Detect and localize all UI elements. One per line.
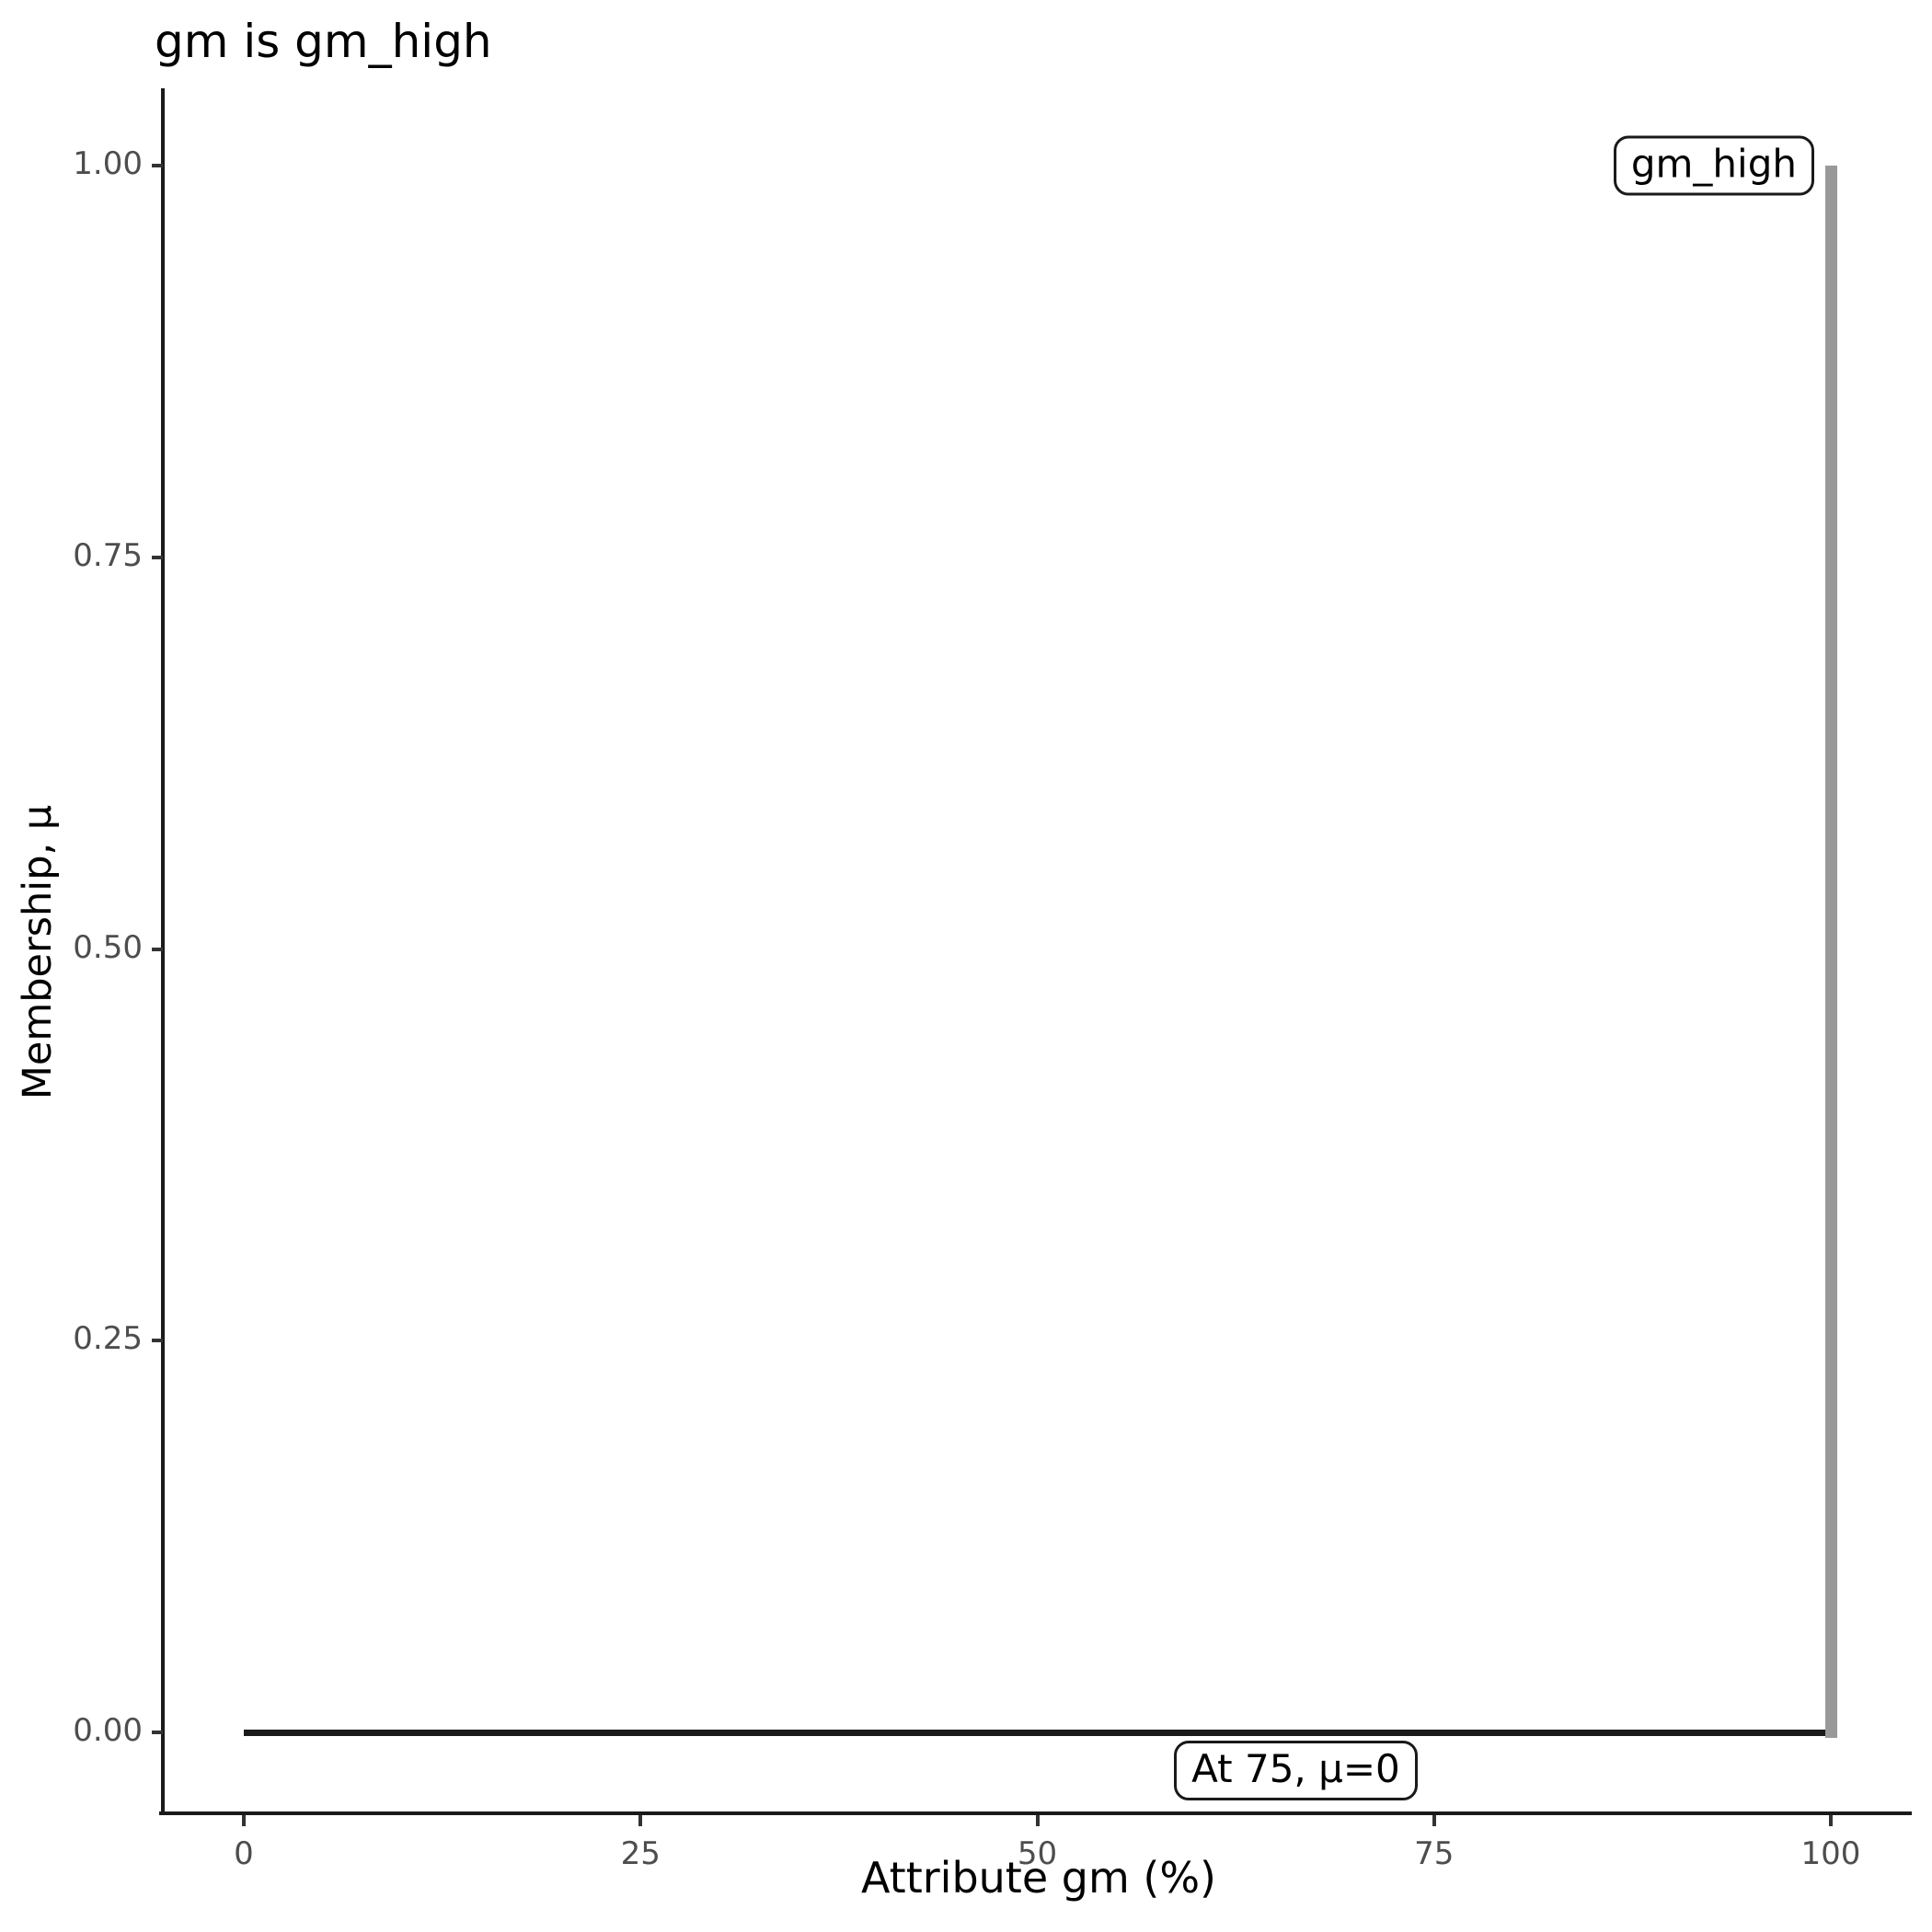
x-tick-mark xyxy=(1829,1815,1833,1826)
x-tick-label: 75 xyxy=(1414,1835,1455,1872)
series-line-membership-function xyxy=(244,1729,1836,1736)
chart-title: gm is gm_high xyxy=(155,15,492,68)
x-tick-label: 0 xyxy=(234,1835,254,1872)
y-tick-mark xyxy=(152,164,163,167)
x-tick-mark xyxy=(1035,1815,1040,1826)
x-axis-title: Attribute gm (%) xyxy=(861,1853,1216,1903)
annotation-label: At 75, μ=0 xyxy=(1174,1741,1418,1800)
y-tick-label: 1.00 xyxy=(73,145,143,182)
x-tick-mark xyxy=(1432,1815,1436,1826)
series-line-gm-high-extent xyxy=(1824,166,1837,1738)
y-tick-mark xyxy=(152,555,163,559)
x-axis-line xyxy=(159,1811,1912,1815)
x-tick-label: 50 xyxy=(1017,1835,1058,1872)
x-tick-label: 100 xyxy=(1800,1835,1861,1872)
y-tick-mark xyxy=(152,1731,163,1734)
annotation-label: gm_high xyxy=(1613,135,1814,196)
x-tick-mark xyxy=(638,1815,643,1826)
y-tick-label: 0.50 xyxy=(73,928,143,966)
y-tick-label: 0.25 xyxy=(73,1320,143,1358)
x-tick-mark xyxy=(242,1815,246,1826)
y-tick-mark xyxy=(152,947,163,951)
x-tick-label: 25 xyxy=(620,1835,661,1872)
y-axis-line xyxy=(161,88,165,1815)
y-tick-label: 0.75 xyxy=(73,536,143,574)
y-tick-mark xyxy=(152,1339,163,1343)
y-tick-label: 0.00 xyxy=(73,1712,143,1749)
